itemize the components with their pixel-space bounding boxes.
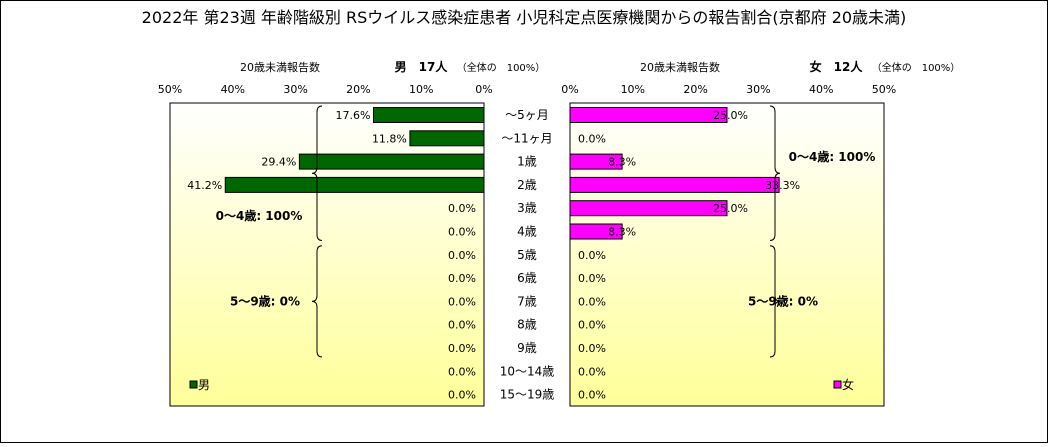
tick-label: 40% [221,83,245,96]
tick-label: 10% [409,83,433,96]
tick-label: 20% [683,83,707,96]
tick-label: 0% [475,83,492,96]
female-panel: 20歳未満報告数 女 12人 （全体の 100%） 0% 10% 20% 30% 40% 50%… [561,59,961,407]
data-label: 0.0% [578,272,606,285]
data-label: 0.0% [578,249,606,262]
category-label: 4歳 [517,225,537,239]
data-label: 0.0% [448,202,476,215]
legend-label: 男 [198,378,210,392]
bar [409,130,485,147]
category-label: ～11ヶ月 [501,131,552,145]
data-label: 0.0% [578,342,606,355]
tick-label: 30% [746,83,770,96]
data-label: 0.0% [578,319,606,332]
group-brace [769,105,781,241]
bar [372,107,485,123]
header-label: 20歳未満報告数 [240,61,320,74]
group-label: 0～4歳: 100% [789,149,876,164]
data-label: 25.0% [713,202,748,215]
group-label: 0～4歳: 100% [216,208,303,223]
header-total: （全体の 100%） [457,61,546,74]
data-label: 0.0% [448,249,476,262]
category-label: 7歳 [517,294,537,308]
legend-label: 女 [842,377,854,392]
data-label: 0.0% [448,319,476,332]
bar [569,223,623,240]
category-label: 3歳 [517,201,537,215]
category-label: ～5ヶ月 [505,108,549,122]
bar [569,107,728,123]
data-label: 0.0% [578,132,606,145]
category-label: 1歳 [517,155,537,169]
data-label: 41.2% [187,179,222,192]
female-plot-area [569,102,885,407]
data-label: 25.0% [713,109,748,122]
data-label: 11.8% [372,132,407,145]
bar [298,153,485,170]
tick-label: 50% [872,83,896,96]
header-count: 男 17人 [395,59,449,74]
chart-title: 2022年 第23週 年齢階級別 RSウイルス感染症患者 小児科定点医療機関から… [142,8,907,27]
data-label: 0.0% [448,295,476,308]
header-count: 女 12人 [810,59,864,74]
header-total: （全体の 100%） [872,61,961,74]
category-label: 2歳 [517,178,537,192]
bar [569,176,780,193]
data-label: 8.3% [608,156,636,169]
category-labels: ～5ヶ月 ～11ヶ月 1歳 2歳 3歳 4歳 5歳 6歳 7歳 8歳 9歳 10～14歳 15～19歳 [500,108,555,402]
group-label: 5～9歳: 0% [230,293,300,308]
bar [224,176,485,193]
category-label: 10～14歳 [500,364,555,378]
group-brace [311,105,323,241]
data-label: 0.0% [448,389,476,402]
bar [569,200,728,217]
group-label: 5～9歳: 0% [748,293,818,308]
tick-label: 50% [158,83,182,96]
category-label: 9歳 [517,341,537,355]
category-label: 8歳 [517,318,537,332]
category-label: 5歳 [517,248,537,262]
legend-swatch [833,380,842,389]
data-label: 17.6% [336,109,371,122]
data-label: 29.4% [261,156,296,169]
bar [569,153,623,170]
tick-label: 40% [809,83,833,96]
tick-label: 20% [346,83,370,96]
data-label: 33.3% [765,179,800,192]
data-label: 0.0% [578,295,606,308]
tick-label: 0% [561,83,578,96]
data-label: 8.3% [608,226,636,239]
data-label: 0.0% [448,365,476,378]
male-panel: 20歳未満報告数 男 17人 （全体の 100%） 50% 40% 30% 20% 10% 0%… [158,59,546,407]
category-label: 15～19歳 [500,388,555,402]
tick-label: 30% [283,83,307,96]
data-label: 0.0% [578,365,606,378]
group-brace [311,245,323,358]
data-label: 0.0% [448,272,476,285]
legend-swatch [189,380,198,389]
category-label: 6歳 [517,271,537,285]
group-brace [769,245,781,358]
data-label: 0.0% [578,389,606,402]
male-plot-area [169,102,485,407]
data-label: 0.0% [448,342,476,355]
header-label: 20歳未満報告数 [640,61,720,74]
tick-label: 10% [621,83,645,96]
data-label: 0.0% [448,226,476,239]
